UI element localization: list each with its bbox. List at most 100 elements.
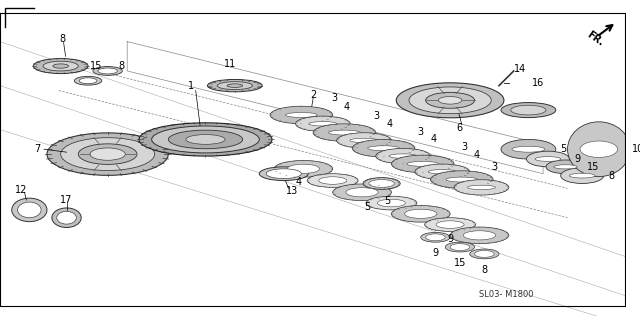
Ellipse shape <box>501 102 556 118</box>
Ellipse shape <box>168 130 243 149</box>
Ellipse shape <box>568 122 630 177</box>
Text: 4: 4 <box>343 102 349 112</box>
Ellipse shape <box>18 202 41 218</box>
Ellipse shape <box>527 151 570 167</box>
Text: 3: 3 <box>418 127 424 137</box>
Text: 6: 6 <box>457 123 463 133</box>
Text: FR.: FR. <box>585 29 605 48</box>
Ellipse shape <box>431 171 493 188</box>
Ellipse shape <box>450 244 470 250</box>
Text: 10: 10 <box>632 144 640 154</box>
Ellipse shape <box>33 58 88 74</box>
Ellipse shape <box>426 234 445 241</box>
Ellipse shape <box>426 93 475 108</box>
Ellipse shape <box>366 196 417 210</box>
Ellipse shape <box>296 116 350 131</box>
Ellipse shape <box>580 141 618 158</box>
Ellipse shape <box>346 188 378 197</box>
Ellipse shape <box>53 64 68 68</box>
Text: 12: 12 <box>15 185 28 195</box>
Text: 4: 4 <box>296 176 301 187</box>
Text: 3: 3 <box>491 162 497 172</box>
Text: 13: 13 <box>285 186 298 196</box>
Ellipse shape <box>90 148 125 160</box>
Ellipse shape <box>61 138 155 171</box>
Ellipse shape <box>454 180 509 195</box>
Ellipse shape <box>396 83 504 118</box>
Text: 4: 4 <box>387 119 392 129</box>
Ellipse shape <box>368 146 399 151</box>
Ellipse shape <box>337 133 392 148</box>
Ellipse shape <box>78 144 137 164</box>
Ellipse shape <box>207 79 262 92</box>
Ellipse shape <box>438 96 462 104</box>
Text: 4: 4 <box>431 134 436 145</box>
Text: 4: 4 <box>474 150 479 160</box>
Ellipse shape <box>445 242 475 252</box>
Ellipse shape <box>352 139 415 157</box>
Ellipse shape <box>554 165 577 169</box>
Ellipse shape <box>259 167 308 181</box>
Text: 5: 5 <box>561 144 567 154</box>
Text: 8: 8 <box>481 264 488 275</box>
Ellipse shape <box>376 148 431 164</box>
Ellipse shape <box>43 61 78 71</box>
Ellipse shape <box>561 168 604 183</box>
Text: 14: 14 <box>515 64 527 74</box>
Ellipse shape <box>570 173 595 178</box>
Ellipse shape <box>415 164 470 179</box>
Ellipse shape <box>186 135 225 144</box>
Ellipse shape <box>319 177 347 184</box>
Ellipse shape <box>420 233 450 242</box>
Ellipse shape <box>389 154 417 158</box>
Ellipse shape <box>369 180 394 187</box>
Ellipse shape <box>409 87 492 114</box>
Text: 9: 9 <box>433 248 438 258</box>
Ellipse shape <box>52 208 81 227</box>
Text: SL03- M1800: SL03- M1800 <box>479 290 534 299</box>
Ellipse shape <box>546 160 585 174</box>
Ellipse shape <box>313 124 376 141</box>
Ellipse shape <box>79 78 97 84</box>
Ellipse shape <box>93 67 122 75</box>
Ellipse shape <box>217 82 252 90</box>
Ellipse shape <box>74 76 102 85</box>
Text: 8: 8 <box>118 61 124 71</box>
Text: 5: 5 <box>385 196 390 206</box>
Ellipse shape <box>446 177 477 182</box>
Ellipse shape <box>274 160 333 177</box>
Ellipse shape <box>470 249 499 259</box>
Ellipse shape <box>425 218 476 231</box>
Ellipse shape <box>436 221 464 228</box>
Ellipse shape <box>12 198 47 222</box>
Text: 7: 7 <box>34 144 40 154</box>
Ellipse shape <box>270 106 333 124</box>
Ellipse shape <box>57 211 76 224</box>
Ellipse shape <box>467 185 495 189</box>
Ellipse shape <box>428 169 456 174</box>
Ellipse shape <box>307 174 358 187</box>
Ellipse shape <box>287 164 319 173</box>
Ellipse shape <box>98 68 117 74</box>
Ellipse shape <box>463 231 495 240</box>
Ellipse shape <box>227 84 243 87</box>
Text: 15: 15 <box>454 258 466 268</box>
Text: 3: 3 <box>461 142 468 152</box>
Ellipse shape <box>47 133 168 175</box>
Ellipse shape <box>450 227 509 244</box>
Ellipse shape <box>392 155 454 173</box>
Text: 15: 15 <box>90 61 102 71</box>
Ellipse shape <box>475 250 494 257</box>
Ellipse shape <box>309 122 337 126</box>
Text: 9: 9 <box>447 234 453 244</box>
Ellipse shape <box>535 157 561 161</box>
Text: 3: 3 <box>374 111 380 121</box>
Ellipse shape <box>350 138 378 143</box>
Ellipse shape <box>404 209 437 219</box>
Ellipse shape <box>328 130 360 135</box>
Text: 11: 11 <box>224 59 236 69</box>
Ellipse shape <box>378 199 405 207</box>
Ellipse shape <box>152 126 259 153</box>
Text: 5: 5 <box>364 202 370 212</box>
Text: 16: 16 <box>532 78 544 88</box>
